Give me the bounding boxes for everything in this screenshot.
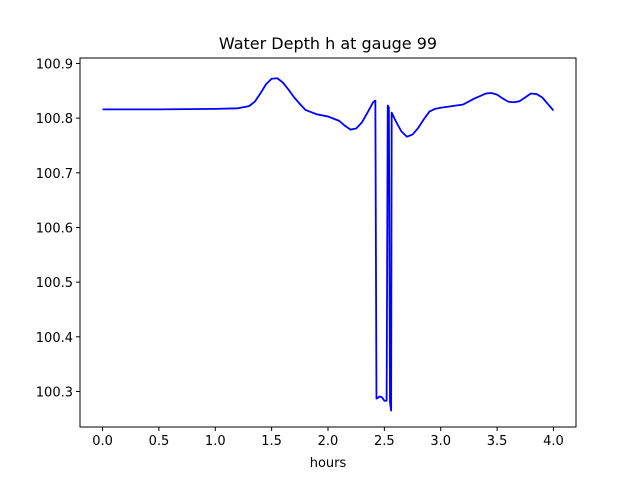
x-tick-label: 1.5 [261,434,282,449]
plot-frame [79,57,577,428]
x-tick-label: 1.0 [205,434,226,449]
x-axis-label: hours [310,456,347,471]
x-tick-label: 2.5 [374,434,395,449]
y-tick-label: 100.9 [36,57,73,72]
series-line-0 [102,77,555,412]
y-tick-label: 100.6 [36,221,73,236]
x-tick-label: 3.0 [430,434,451,449]
chart-title: Water Depth h at gauge 99 [219,34,437,53]
y-tick-label: 100.4 [36,331,73,346]
y-tick-label: 100.5 [36,276,73,291]
y-tick-label: 100.7 [36,167,73,182]
x-tick-label: 4.0 [543,434,564,449]
x-tick-label: 0.0 [92,434,113,449]
x-tick-label: 0.5 [149,434,170,449]
x-tick-label: 2.0 [318,434,339,449]
y-axis-ticks: 100.3 100.4 100.5 100.6 100.7 100.8 100.9 [36,57,80,400]
x-axis-ticks: 0.0 0.5 1.0 1.5 2.0 2.5 3.0 3.5 4.0 [92,427,564,449]
plot-area [102,77,555,412]
y-tick-label: 100.8 [36,112,73,127]
y-tick-label: 100.3 [36,385,73,400]
x-tick-label: 3.5 [487,434,508,449]
